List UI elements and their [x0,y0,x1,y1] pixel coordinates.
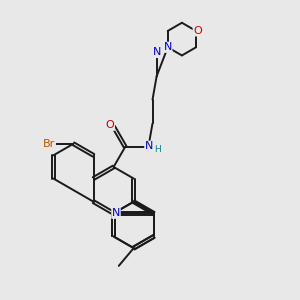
Text: O: O [106,120,114,130]
Text: N: N [145,141,153,151]
Text: Br: Br [43,139,56,149]
Text: N: N [164,42,172,52]
Text: N: N [112,208,120,218]
Text: N: N [152,47,161,58]
Text: H: H [154,145,161,154]
Text: O: O [193,26,202,36]
